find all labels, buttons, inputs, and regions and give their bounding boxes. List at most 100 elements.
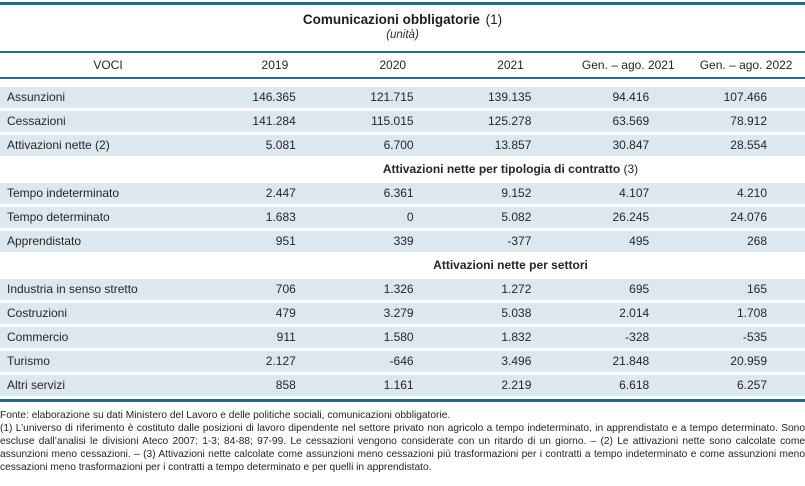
- value-cell: 6.618: [619, 378, 650, 392]
- value-cell: 339: [393, 234, 414, 248]
- table-row: Costruzioni 479 3.279 5.038 2.014 1.708: [0, 303, 805, 324]
- row-label-cell: Altri servizi: [7, 378, 66, 392]
- value-cell: 695: [629, 282, 650, 296]
- value-cell: 141.284: [252, 114, 296, 128]
- value-cell: 121.715: [370, 90, 414, 104]
- value-cell: 6.257: [736, 378, 767, 392]
- row-label-cell: Attivazioni nette (2): [7, 138, 110, 152]
- section-header-title: Attivazioni nette per tipologia di contr…: [216, 159, 805, 180]
- value-cell: 24.076: [730, 210, 767, 224]
- value-cell: 4.107: [619, 186, 650, 200]
- value-cell: 4.210: [736, 186, 767, 200]
- row-label-cell: Apprendistato: [7, 234, 82, 248]
- value-cell: 1.161: [383, 378, 414, 392]
- row-label-cell: Industria in senso stretto: [7, 282, 138, 296]
- section-header-row: Attivazioni nette per settori: [0, 255, 805, 276]
- value-cell: 13.857: [494, 138, 532, 152]
- value-cell: 479: [275, 306, 296, 320]
- row-label-cell: Tempo determinato: [7, 210, 110, 224]
- top-rule: [0, 2, 805, 5]
- section-header-row: Attivazioni nette per tipologia di contr…: [0, 159, 805, 180]
- value-cell: -328: [625, 330, 650, 344]
- value-cell: 9.152: [501, 186, 532, 200]
- value-cell: 20.959: [730, 354, 767, 368]
- value-cell: 78.912: [730, 114, 767, 128]
- table-body: Assunzioni 146.365 121.715 139.135 94.416 107…: [0, 87, 805, 396]
- row-label-cell: Costruzioni: [7, 306, 68, 320]
- value-cell: 146.365: [252, 90, 296, 104]
- value-cell: 268: [746, 234, 767, 248]
- section-header-spacer: [0, 159, 216, 180]
- value-cell: -535: [742, 330, 767, 344]
- column-header-2021: 2021: [497, 58, 524, 72]
- row-label-cell: Turismo: [7, 354, 50, 368]
- section-header-title: Attivazioni nette per settori: [216, 255, 805, 276]
- value-cell: 6.700: [383, 138, 414, 152]
- footnotes: Fonte: elaborazione su dati Ministero de…: [0, 410, 805, 475]
- section-header-spacer: [0, 255, 216, 276]
- table-row: Industria in senso stretto 706 1.326 1.272 6…: [0, 279, 805, 300]
- table-row: Tempo indeterminato 2.447 6.361 9.152 4.107 4…: [0, 183, 805, 204]
- value-cell: 165: [746, 282, 767, 296]
- section-header-note-ref: (3): [623, 162, 639, 176]
- table-header-row: VOCI 2019 2020 2021 Gen. – ago. 2021 Gen…: [0, 51, 805, 79]
- table-title-text: Comunicazioni obbligatorie: [302, 12, 480, 27]
- value-cell: 3.279: [383, 306, 414, 320]
- value-cell: 94.416: [612, 90, 650, 104]
- value-cell: 1.683: [265, 210, 296, 224]
- table-row: Commercio 911 1.580 1.832 -328 -535: [0, 327, 805, 348]
- column-header-gen-ago-2022: Gen. – ago. 2022: [699, 58, 793, 72]
- value-cell: 6.361: [383, 186, 414, 200]
- value-cell: 21.848: [612, 354, 650, 368]
- table-subtitle: (unità): [386, 29, 419, 41]
- value-cell: 115.015: [371, 114, 414, 128]
- value-cell: 125.278: [488, 114, 532, 128]
- bottom-rule: [0, 399, 805, 402]
- value-cell: 139.135: [488, 90, 532, 104]
- table-row: Tempo determinato 1.683 0 5.082 26.245 24.076: [0, 207, 805, 228]
- value-cell: 1.708: [736, 306, 767, 320]
- value-cell: 2.014: [619, 306, 650, 320]
- value-cell: 911: [276, 330, 296, 344]
- value-cell: 1.832: [501, 330, 532, 344]
- column-header-voci: VOCI: [93, 58, 123, 72]
- section-header-text: Attivazioni nette per settori: [433, 258, 588, 272]
- row-label-cell: Tempo indeterminato: [7, 186, 120, 200]
- value-cell: 2.219: [501, 378, 532, 392]
- table-title-note-ref: (1): [485, 12, 503, 27]
- table-title: Comunicazioni obbligatorie (1): [0, 12, 805, 27]
- value-cell: 858: [275, 378, 296, 392]
- value-cell: 951: [275, 234, 296, 248]
- value-cell: 5.081: [265, 138, 296, 152]
- value-cell: -646: [389, 354, 414, 368]
- value-cell: 107.466: [723, 90, 767, 104]
- value-cell: 2.447: [265, 186, 296, 200]
- value-cell: 1.326: [383, 282, 414, 296]
- row-label-cell: Cessazioni: [7, 114, 66, 128]
- table-row: Altri servizi 858 1.161 2.219 6.618 6.257: [0, 375, 805, 396]
- value-cell: -377: [507, 234, 532, 248]
- value-cell: 0: [406, 210, 414, 224]
- value-cell: 706: [275, 282, 296, 296]
- value-cell: 26.245: [612, 210, 650, 224]
- table-row: Attivazioni nette (2) 5.081 6.700 13.857 30.…: [0, 135, 805, 156]
- table-row: Turismo 2.127 -646 3.496 21.848 20.959: [0, 351, 805, 372]
- value-cell: 5.038: [501, 306, 532, 320]
- column-header-2019: 2019: [261, 58, 289, 72]
- value-cell: 63.569: [612, 114, 650, 128]
- row-label-cell: Commercio: [7, 330, 69, 344]
- row-label-cell: Assunzioni: [7, 90, 66, 104]
- table-row: Cessazioni 141.284 115.015 125.278 63.569 78.…: [0, 111, 805, 132]
- value-cell: 3.496: [501, 354, 532, 368]
- table-row: Apprendistato 951 339 -377 495 268: [0, 231, 805, 252]
- section-header-text: Attivazioni nette per tipologia di contr…: [382, 162, 621, 176]
- value-cell: 2.127: [265, 354, 296, 368]
- value-cell: 1.580: [383, 330, 414, 344]
- value-cell: 1.272: [501, 282, 532, 296]
- column-header-gen-ago-2021: Gen. – ago. 2021: [581, 58, 675, 72]
- value-cell: 28.554: [730, 138, 767, 152]
- source-note: Fonte: elaborazione su dati Ministero de…: [0, 410, 451, 421]
- value-cell: 495: [629, 234, 650, 248]
- value-cell: 30.847: [612, 138, 650, 152]
